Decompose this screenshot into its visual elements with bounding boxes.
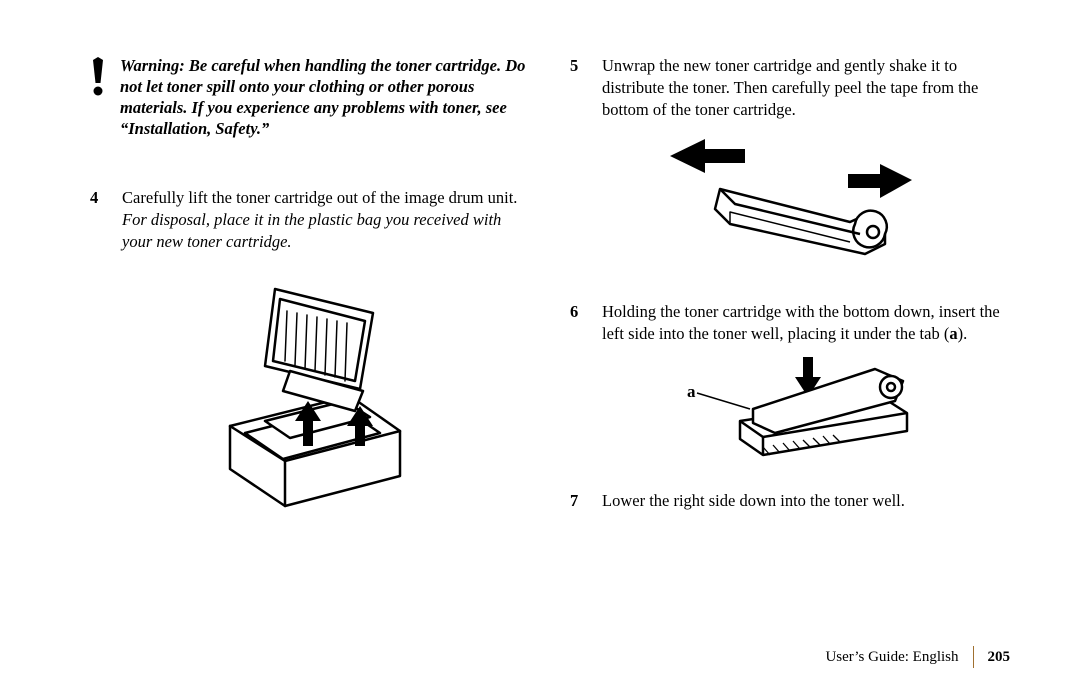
step-4-plain: Carefully lift the toner cartridge out o… — [122, 188, 517, 207]
step-6-bold: a — [949, 324, 957, 343]
step-6-number: 6 — [570, 301, 584, 345]
step-4: 4 Carefully lift the toner cartridge out… — [90, 187, 530, 252]
warning-icon — [90, 57, 106, 139]
step-7: 7 Lower the right side down into the ton… — [570, 490, 1010, 512]
columns: Warning: Be careful when handling the to… — [90, 55, 1010, 516]
label-a-text: a — [687, 382, 696, 401]
figure-insert-cartridge: a — [570, 351, 1010, 476]
warning-block: Warning: Be careful when handling the to… — [90, 55, 530, 139]
manual-page: Warning: Be careful when handling the to… — [0, 0, 1080, 698]
step-6-pre: Holding the toner cartridge with the bot… — [602, 302, 1000, 343]
step-6: 6 Holding the toner cartridge with the b… — [570, 301, 1010, 345]
figure-printer — [90, 271, 530, 516]
step-6-post: ). — [958, 324, 968, 343]
step-4-number: 4 — [90, 187, 104, 252]
step-6-text: Holding the toner cartridge with the bot… — [602, 301, 1010, 345]
step-5-text: Unwrap the new toner cartridge and gentl… — [602, 55, 1010, 120]
right-column: 5 Unwrap the new toner cartridge and gen… — [570, 55, 1010, 516]
footer-divider — [973, 646, 974, 668]
step-5: 5 Unwrap the new toner cartridge and gen… — [570, 55, 1010, 120]
step-7-text: Lower the right side down into the toner… — [602, 490, 1010, 512]
step-4-text: Carefully lift the toner cartridge out o… — [122, 187, 530, 252]
step-5-number: 5 — [570, 55, 584, 120]
page-number: 205 — [988, 649, 1011, 666]
step-4-italic: For disposal, place it in the plastic ba… — [122, 210, 501, 251]
warning-text: Warning: Be careful when handling the to… — [120, 55, 530, 139]
step-7-number: 7 — [570, 490, 584, 512]
left-column: Warning: Be careful when handling the to… — [90, 55, 530, 516]
footer-title: User’s Guide: English — [825, 649, 958, 666]
page-footer: User’s Guide: English 205 — [825, 646, 1010, 668]
figure-shake-cartridge — [570, 134, 1010, 279]
